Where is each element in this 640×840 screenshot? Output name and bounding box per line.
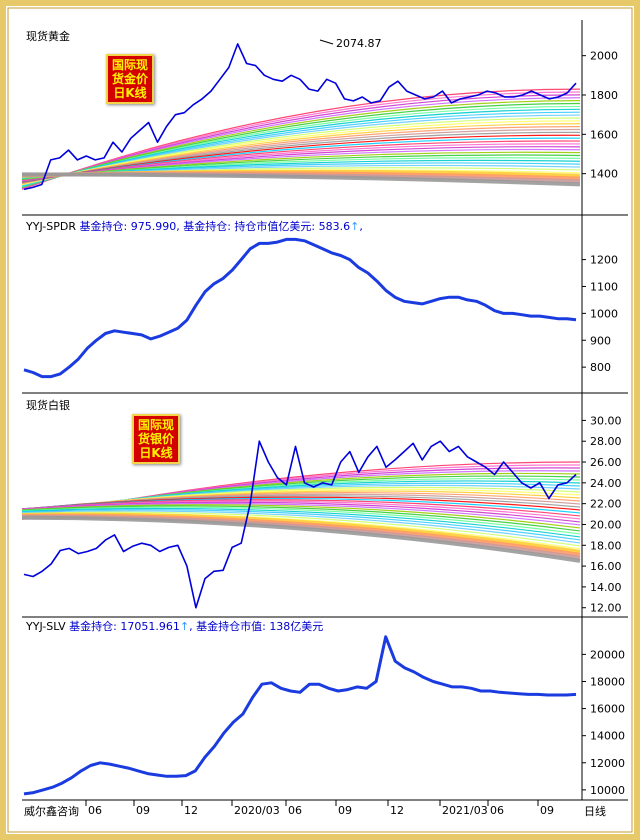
y-tick-label: 18.00 <box>590 539 622 552</box>
x-tick-label: 2020/03 <box>234 804 280 817</box>
y-tick-label: 18000 <box>590 675 625 688</box>
silver-badge-line-1: 国际现 <box>138 418 175 432</box>
silver-badge-line-3: 日K线 <box>139 446 173 460</box>
peak-pointer <box>319 39 334 45</box>
y-tick-label: 14000 <box>590 730 625 743</box>
y-tick-label: 1800 <box>590 89 618 102</box>
spdr-value2: 583.6 <box>318 220 351 233</box>
spdr-title: YYJ-SPDR 基金持仓: 975.990, 基金持仓: 持仓市值亿美元: 5… <box>26 220 363 233</box>
y-tick-label: 20.00 <box>590 518 622 531</box>
y-tick-label: 22.00 <box>590 498 622 511</box>
silver-badge: 国际现 货银价 日K线 <box>132 414 181 464</box>
x-tick-label: 06 <box>490 804 504 817</box>
slv-title-prefix: YYJ-SLV <box>26 620 66 633</box>
spdr-text1: 基金持仓: <box>76 220 131 233</box>
x-tick-label: 06 <box>88 804 102 817</box>
y-tick-label: 1000 <box>590 307 618 320</box>
x-tick-label: 2021/03 <box>442 804 488 817</box>
moving-average-line <box>21 502 581 526</box>
spdr-title-prefix: YYJ-SPDR <box>26 220 76 233</box>
x-tick-label: 12 <box>184 804 198 817</box>
moving-average-line <box>21 504 581 529</box>
footer-period: 日线 <box>584 805 606 818</box>
x-tick-label: 06 <box>288 804 302 817</box>
y-tick-label: 1100 <box>590 280 618 293</box>
gold-peak-label: 2074.87 <box>336 37 382 50</box>
y-tick-label: 16000 <box>590 703 625 716</box>
moving-average-line <box>21 511 581 547</box>
y-tick-label: 800 <box>590 361 611 374</box>
series-line <box>23 635 577 796</box>
series-line <box>23 43 577 191</box>
spdr-suffix: , <box>359 220 363 233</box>
gold-badge-line-3: 日K线 <box>113 86 147 100</box>
footer-brand: 威尔鑫咨询 <box>24 805 79 818</box>
moving-average-line <box>21 506 581 535</box>
slv-value2: 138亿美元 <box>269 620 324 633</box>
y-tick-label: 10000 <box>590 784 625 797</box>
moving-average-line <box>21 505 581 532</box>
y-tick-label: 28.00 <box>590 435 622 448</box>
y-tick-label: 12000 <box>590 757 625 770</box>
y-tick-label: 14.00 <box>590 581 622 594</box>
slv-title: YYJ-SLV 基金持仓: 17051.961↑, 基金持仓市值: 138亿美元 <box>26 620 324 633</box>
series-line <box>23 237 577 379</box>
silver-badge-line-2: 货银价 <box>138 432 175 446</box>
moving-average-line <box>21 507 581 538</box>
y-tick-label: 26.00 <box>590 456 622 469</box>
moving-average-line <box>21 501 581 523</box>
moving-average-line <box>21 510 581 544</box>
gold-badge-line-1: 国际现 <box>112 58 149 72</box>
spdr-value1: 975.990 <box>130 220 177 233</box>
slv-value1: 17051.961 <box>120 620 180 633</box>
y-tick-label: 24.00 <box>590 477 622 490</box>
y-tick-label: 1200 <box>590 254 618 267</box>
moving-average-line <box>21 509 581 541</box>
series-line <box>23 440 577 609</box>
gold-badge: 国际现 货金价 日K线 <box>106 54 155 104</box>
moving-average-line <box>21 515 581 563</box>
gold-badge-line-2: 货金价 <box>112 72 149 86</box>
y-tick-label: 30.00 <box>590 414 622 427</box>
y-tick-label: 2000 <box>590 50 618 63</box>
x-tick-label: 09 <box>540 804 554 817</box>
silver-title: 现货白银 <box>26 399 70 412</box>
y-tick-label: 900 <box>590 334 611 347</box>
x-tick-label: 12 <box>390 804 404 817</box>
moving-average-line <box>21 172 581 187</box>
slv-text1: 基金持仓: <box>65 620 121 633</box>
slv-text2: , 基金持仓市值: <box>189 620 270 633</box>
y-tick-label: 12.00 <box>590 602 622 615</box>
y-tick-label: 1400 <box>590 168 618 181</box>
y-tick-label: 16.00 <box>590 560 622 573</box>
spdr-text2: , 基金持仓: 持仓市值亿美元: <box>176 220 319 233</box>
x-tick-label: 09 <box>136 804 150 817</box>
x-tick-label: 09 <box>338 804 352 817</box>
y-tick-label: 1600 <box>590 128 618 141</box>
y-tick-label: 20000 <box>590 648 625 661</box>
gold-title: 现货黄金 <box>26 30 70 43</box>
